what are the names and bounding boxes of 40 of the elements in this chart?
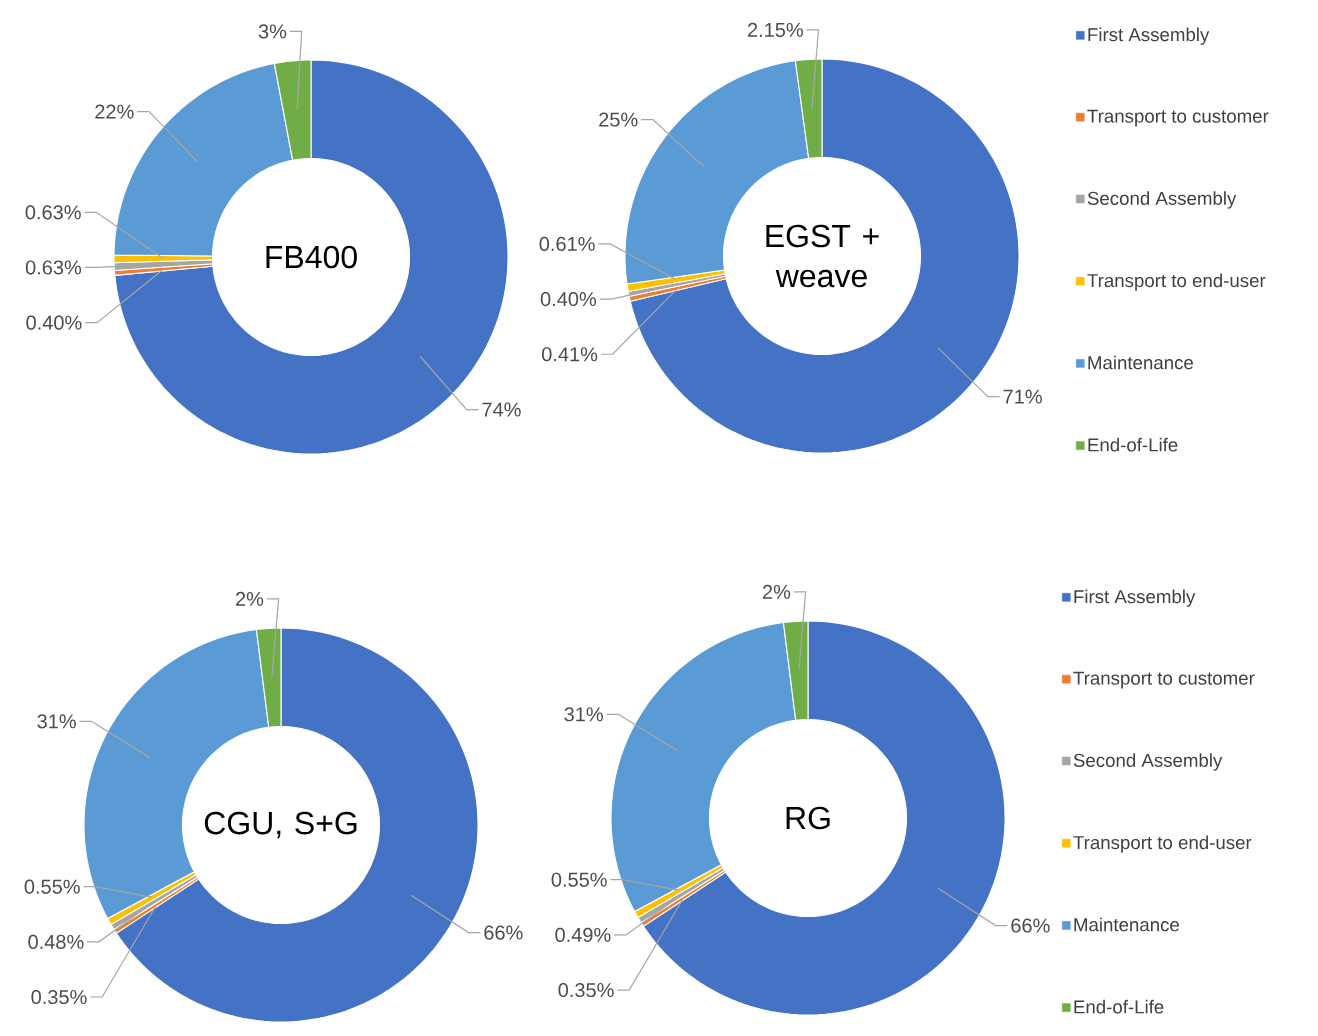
data-label: 0.40%	[540, 292, 597, 307]
data-label: 0.63%	[25, 260, 82, 275]
data-label: 0.40%	[26, 315, 82, 330]
text: FB400	[266, 245, 357, 269]
data-label: 0.35%	[558, 982, 614, 998]
legend-label: First Assembly	[1088, 27, 1210, 45]
data-label: 66%	[1011, 918, 1050, 933]
data-label: 0.61%	[539, 236, 595, 252]
legend-label: Second Assembly	[1073, 753, 1223, 771]
legend-label: Transport to end-user	[1087, 273, 1266, 291]
legend-label: Maintenance	[1074, 917, 1179, 932]
data-label: 22%	[95, 104, 134, 119]
legend-label: Transport to customer	[1073, 671, 1255, 689]
data-label: 0.49%	[555, 927, 611, 942]
text: RG	[786, 806, 830, 830]
data-label: 74%	[482, 402, 521, 417]
legend-label: Transport to end-user	[1073, 835, 1252, 853]
data-label: 0.41%	[542, 347, 598, 362]
data-label: 0.63%	[25, 205, 81, 220]
data-label: 2%	[236, 591, 264, 606]
data-label: 0.55%	[551, 872, 607, 887]
data-label: 2.15%	[748, 22, 803, 38]
data-label: 31%	[564, 707, 603, 722]
legend-label: End-of-Life	[1088, 437, 1178, 452]
text: EGST + weave	[766, 224, 879, 288]
data-label: 25%	[599, 112, 638, 127]
data-label: 71%	[1003, 389, 1042, 404]
data-label: 66%	[484, 925, 523, 940]
data-label: 31%	[37, 714, 76, 729]
data-label: 0.35%	[31, 989, 87, 1005]
legend-label: Transport to customer	[1087, 109, 1269, 127]
legend-label: End-of-Life	[1074, 999, 1164, 1014]
data-label: 2%	[763, 584, 791, 599]
data-label: 0.48%	[28, 934, 84, 949]
legend-label: Second Assembly	[1087, 191, 1237, 209]
text: CGU, S+G	[204, 811, 357, 839]
legend-label: Maintenance	[1088, 355, 1193, 370]
data-label: 3%	[258, 24, 287, 39]
legend-label: First Assembly	[1074, 589, 1196, 607]
data-label: 0.55%	[24, 879, 80, 894]
